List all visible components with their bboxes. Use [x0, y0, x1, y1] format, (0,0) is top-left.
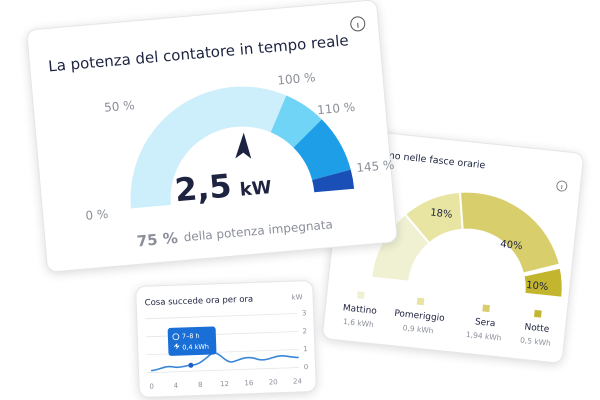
hourly-unit: kW — [291, 293, 302, 301]
legend-swatch — [482, 304, 491, 313]
segment-label: 18% — [430, 207, 453, 220]
grid-line — [147, 367, 300, 374]
x-tick-label: 0 — [149, 383, 154, 391]
y-tick-label: 1 — [303, 345, 308, 353]
hourly-grid: 3 2 1 0 0 4 8 12 16 20 24 — [145, 309, 309, 391]
percent-value: 75 % — [136, 229, 179, 251]
hourly-title: Cosa succede ora per ora — [145, 295, 254, 309]
legend-swatch — [534, 309, 542, 318]
x-tick-label: 16 — [244, 379, 254, 387]
y-tick-label: 2 — [302, 327, 307, 335]
x-tick-label: 4 — [174, 382, 179, 390]
tooltip-time: 7–8 h — [182, 332, 200, 341]
gauge-band — [130, 86, 287, 209]
legend-value: 0,5 kWh — [520, 336, 552, 348]
legend-value: 0,9 kWh — [402, 323, 434, 335]
hourly-card: Cosa succede ora per ora kW 3 2 1 0 0 4 8 12 16 2… — [135, 279, 317, 399]
x-tick-label: 8 — [198, 381, 203, 389]
gauge-card: La potenza del contatore in tempo reale … — [26, 0, 398, 273]
gauge-arcs — [130, 86, 355, 209]
scale-label: 100 % — [277, 70, 316, 87]
scale-label: 50 % — [104, 98, 136, 115]
percent-caption: della potenza impegnata — [183, 217, 333, 244]
info-icon — [350, 16, 366, 32]
gauge-svg: La potenza del contatore in tempo reale … — [48, 16, 395, 251]
tooltip — [167, 326, 217, 356]
plug-icon — [173, 343, 180, 350]
legend-value: 1,6 kWh — [343, 317, 375, 329]
power-unit: kW — [239, 177, 273, 201]
legend-value: 1,94 kWh — [466, 330, 503, 343]
tooltip-value: 0,4 kWh — [182, 343, 209, 352]
legend-swatch — [357, 291, 365, 299]
clock-icon — [172, 333, 180, 341]
legend-name: Sera — [474, 317, 495, 329]
power-value: 2,5 — [173, 167, 233, 210]
gauge-title: La potenza del contatore in tempo reale — [48, 31, 350, 75]
band-segment — [522, 266, 564, 299]
grid-line — [145, 313, 298, 320]
hourly-svg: Cosa succede ora per ora kW 3 2 1 0 0 4 8 12 16 2… — [145, 293, 309, 391]
x-tick-label: 20 — [269, 378, 278, 386]
y-tick-label: 0 — [304, 363, 309, 371]
info-icon — [556, 180, 568, 192]
hourly-point — [188, 362, 194, 368]
segment-label: 40% — [500, 239, 523, 252]
band-segment — [458, 190, 562, 275]
gauge-band — [270, 95, 322, 148]
scale-label: 110 % — [317, 100, 356, 117]
legend-name: Notte — [524, 322, 550, 335]
scale-label: 145 % — [356, 158, 395, 175]
y-tick-label: 3 — [302, 309, 307, 317]
segment-label: 10% — [526, 280, 549, 293]
legend-swatch — [416, 297, 425, 306]
x-tick-label: 24 — [293, 377, 303, 385]
legend-name: Mattino — [342, 303, 377, 317]
legend-name: Pomeriggio — [394, 309, 446, 324]
bands-arcs — [370, 190, 564, 299]
hourly-line — [150, 352, 299, 372]
x-tick-label: 12 — [220, 380, 229, 388]
gauge-band — [312, 169, 355, 193]
scale-label: 0 % — [85, 207, 109, 223]
needle — [235, 132, 252, 159]
gauge-band — [293, 119, 351, 180]
